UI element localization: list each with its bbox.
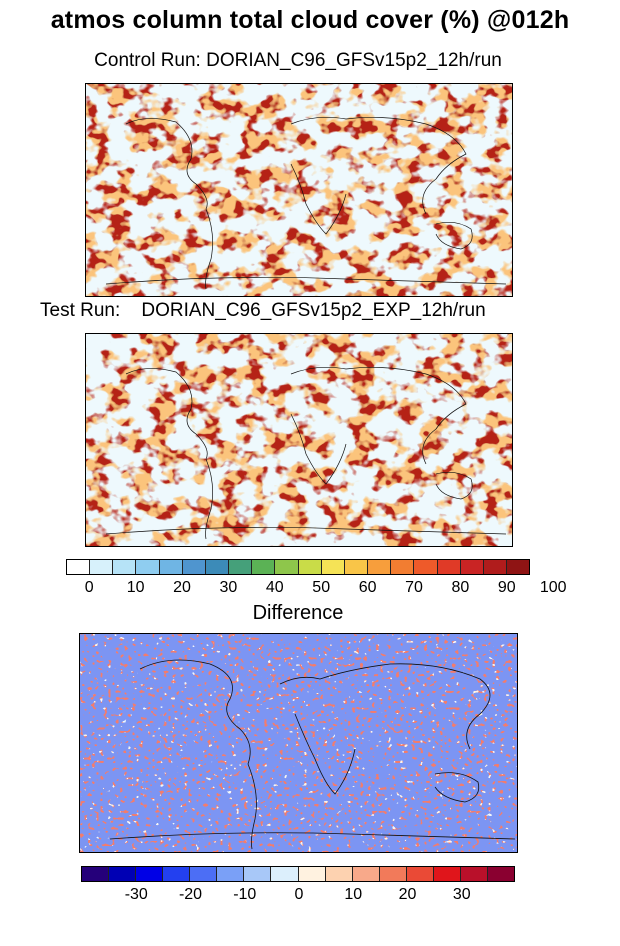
difference-colorbar-swatch (487, 867, 514, 881)
cloud-cover-colorbar-swatch (321, 560, 345, 574)
difference-colorbar-swatch (163, 867, 191, 881)
difference-colorbar-swatch (244, 867, 272, 881)
difference-colorbar-swatch (433, 867, 461, 881)
control-run-label: Control Run: DORIAN_C96_GFSv15p2_12h/run (94, 50, 502, 71)
cloud-cover-colorbar-swatch (113, 560, 137, 574)
difference-colorbar-swatch (460, 867, 488, 881)
cloud-cover-colorbar-tick-label: 0 (84, 579, 94, 596)
cloud-cover-colorbar-swatch (368, 560, 392, 574)
test-run-label: Test Run: DORIAN_C96_GFSv15p2_EXP_12h/ru… (40, 300, 486, 321)
difference-colorbar-swatch (271, 867, 299, 881)
cloud-cover-colorbar-swatch (506, 560, 530, 574)
figure-title: atmos column total cloud cover (%) @012h (50, 6, 570, 34)
difference-colorbar-swatch (109, 867, 137, 881)
test-run-map (85, 333, 513, 547)
cloud-cover-colorbar-swatch (275, 560, 299, 574)
cloud-cover-colorbar-swatch (67, 560, 91, 574)
cloud-cover-colorbar-tick-label: 70 (405, 579, 423, 596)
difference-colorbar-swatch (406, 867, 434, 881)
cloud-cover-colorbar (66, 559, 530, 575)
cloud-cover-colorbar-tick-label: 20 (173, 579, 191, 596)
control-map-canvas (86, 84, 512, 296)
difference-colorbar (81, 866, 515, 882)
difference-label: Difference (252, 602, 344, 624)
difference-colorbar-swatch (190, 867, 218, 881)
cloud-cover-colorbar-swatch (182, 560, 206, 574)
difference-colorbar-swatch (325, 867, 353, 881)
difference-colorbar-tick-label: 10 (344, 886, 363, 903)
cloud-cover-colorbar-tick-label: 10 (126, 579, 145, 596)
cloud-cover-colorbar-swatch (344, 560, 369, 574)
difference-colorbar-tick-label: 30 (452, 886, 471, 903)
difference-colorbar-swatch (82, 867, 110, 881)
difference-colorbar-tick-label: -20 (178, 886, 203, 903)
difference-colorbar-swatch (298, 867, 326, 881)
cloud-cover-colorbar-swatch (252, 560, 276, 574)
cloud-cover-colorbar-tick-label: 50 (312, 579, 331, 596)
cloud-cover-colorbar-swatch (90, 560, 114, 574)
cloud-cover-colorbar-swatch (391, 560, 415, 574)
difference-colorbar-swatch (352, 867, 380, 881)
difference-colorbar-tick-label: 20 (398, 886, 417, 903)
cloud-cover-colorbar-tick-label: 30 (219, 579, 238, 596)
difference-colorbar-tick-label: -30 (124, 886, 148, 903)
cloud-cover-colorbar-swatch (483, 560, 507, 574)
cloud-cover-colorbar-swatch (460, 560, 484, 574)
cloud-cover-colorbar-swatch (136, 560, 160, 574)
difference-colorbar-tick-label: 0 (294, 886, 304, 903)
test-map-canvas (86, 334, 512, 546)
cloud-cover-colorbar-tick-label: 100 (539, 579, 567, 596)
cloud-cover-colorbar-tick-label: 90 (497, 579, 516, 596)
cloud-cover-colorbar-tick-label: 40 (265, 579, 284, 596)
difference-colorbar-tick-label: -10 (233, 886, 257, 903)
cloud-cover-colorbar-swatch (159, 560, 183, 574)
difference-map (79, 633, 518, 853)
difference-colorbar-swatch (136, 867, 164, 881)
cloud-cover-colorbar-tick-label: 80 (451, 579, 470, 596)
cloud-cover-colorbar-swatch (437, 560, 461, 574)
difference-colorbar-swatch (379, 867, 407, 881)
cloud-cover-colorbar-swatch (298, 560, 322, 574)
difference-colorbar-swatch (217, 867, 245, 881)
cloud-cover-colorbar-tick-label: 60 (358, 579, 377, 596)
cloud-cover-colorbar-swatch (414, 560, 438, 574)
difference-map-canvas (80, 634, 517, 852)
cloud-cover-colorbar-swatch (229, 560, 253, 574)
cloud-cover-colorbar-swatch (205, 560, 230, 574)
control-run-map (85, 83, 513, 297)
